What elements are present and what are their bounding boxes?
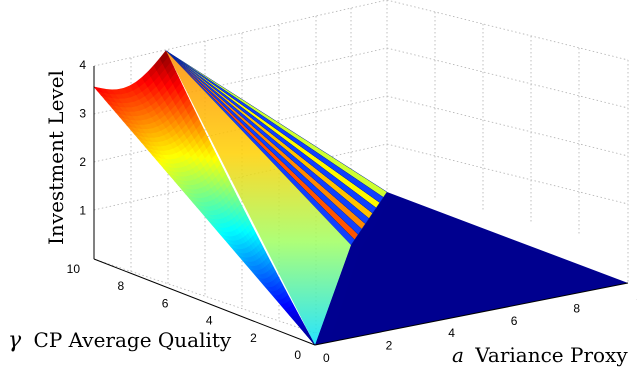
- zero-investment-region: [315, 192, 628, 345]
- z-tick-label: 1: [79, 204, 86, 218]
- z-tick-label: 2: [79, 155, 86, 169]
- x-tick-label: 8: [573, 301, 580, 315]
- x-tick-label: 4: [448, 326, 455, 340]
- x-tick-label: 6: [511, 314, 518, 328]
- tick-labels: 123402468100246810: [67, 58, 637, 365]
- axis-labels: Investment Level γ CP Average Quality a …: [8, 70, 628, 367]
- x-axis-symbol: a: [452, 343, 464, 367]
- x-axis-text: Variance Proxy: [474, 343, 628, 367]
- surface: [93, 50, 316, 346]
- surface-ridge: [165, 50, 388, 346]
- y-tick-label: 8: [118, 279, 125, 293]
- ridge-face: [165, 50, 351, 346]
- z-tick-label: 3: [79, 107, 86, 121]
- y-tick-label: 4: [206, 314, 213, 328]
- ridge-strip: [165, 50, 388, 198]
- y-axis-text: CP Average Quality: [34, 328, 232, 352]
- z-axis-label: Investment Level: [44, 70, 68, 245]
- x-tick-label: 0: [323, 351, 330, 365]
- y-axis-symbol: γ: [8, 328, 22, 353]
- x-axis-label: a Variance Proxy: [452, 343, 628, 367]
- x-tick-label: 2: [386, 339, 393, 353]
- zero-region-shade: [315, 192, 387, 345]
- y-tick-label: 10: [67, 262, 81, 276]
- y-tick-label: 0: [294, 348, 301, 362]
- y-tick-label: 6: [162, 296, 169, 310]
- y-tick-label: 2: [250, 331, 257, 345]
- z-tick-label: 4: [79, 58, 86, 72]
- y-axis-label: γ CP Average Quality: [8, 328, 232, 353]
- axes: [93, 66, 629, 346]
